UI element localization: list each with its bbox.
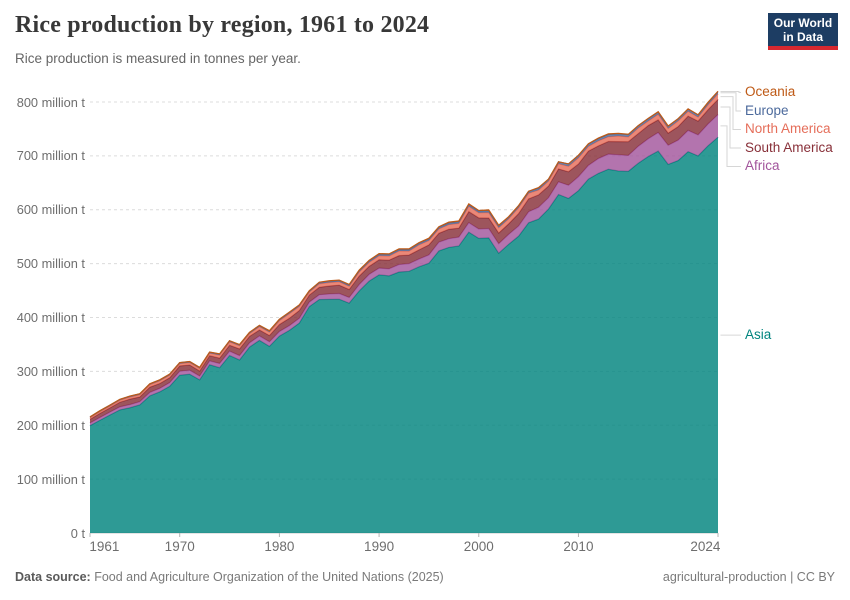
area-south-america <box>90 99 718 424</box>
data-source-label: Data source: <box>15 570 91 584</box>
y-tick-label-400: 400 million t <box>16 310 85 325</box>
data-source: Data source: Food and Agriculture Organi… <box>15 570 444 584</box>
y-tick-label-200: 200 million t <box>16 417 85 433</box>
y-tick-label-700: 700 million t <box>16 148 85 164</box>
owid-logo-line2: in Data <box>782 29 823 44</box>
legend-connector-europe <box>720 92 741 112</box>
legend-label-asia[interactable]: Asia <box>745 326 772 342</box>
legend-label-africa[interactable]: Africa <box>745 158 780 173</box>
legend-label-oceania[interactable]: Oceania <box>745 84 796 99</box>
y-tick-label-100: 100 million t <box>16 471 85 487</box>
area-africa <box>90 114 718 426</box>
area-north-america <box>90 93 718 420</box>
x-tick-label-1980: 1980 <box>264 539 295 554</box>
legend-connector-north-america <box>720 96 741 130</box>
x-tick-label-2024: 2024 <box>690 539 721 554</box>
y-tick-label-800: 800 million t <box>16 94 85 110</box>
y-tick-label-500: 500 million t <box>16 256 85 272</box>
x-tick-label-1990: 1990 <box>364 539 395 554</box>
y-tick-label-600: 600 million t <box>16 202 85 218</box>
legend-connector-africa <box>720 125 741 167</box>
line-oceania <box>89 90 719 418</box>
legend-label-north-america[interactable]: North America <box>745 121 831 136</box>
legend-label-europe[interactable]: Europe <box>745 102 789 118</box>
owid-logo-line1: Our World <box>773 15 833 30</box>
legend-connector-oceania <box>720 90 741 93</box>
data-source-text: Food and Agriculture Organization of the… <box>90 570 444 584</box>
x-tick-label-2000: 2000 <box>463 539 494 554</box>
y-tick-label-0: 0 t <box>70 525 85 541</box>
legend-label-south-america[interactable]: South America <box>745 139 833 155</box>
x-tick-label-2010: 2010 <box>563 539 594 554</box>
page-title: Rice production by region, 1961 to 2024 <box>15 12 430 38</box>
owid-logo[interactable]: Our World in Data <box>768 13 838 50</box>
y-tick-label-300: 300 million t <box>16 363 85 379</box>
area-asia <box>90 137 718 534</box>
legend-connector-south-america <box>720 106 741 149</box>
x-tick-label-1970: 1970 <box>164 539 195 554</box>
chart-subtitle: Rice production is measured in tonnes pe… <box>15 51 301 66</box>
x-tick-label-1961: 1961 <box>89 539 120 554</box>
license-note: agricultural-production | CC BY <box>662 570 835 584</box>
